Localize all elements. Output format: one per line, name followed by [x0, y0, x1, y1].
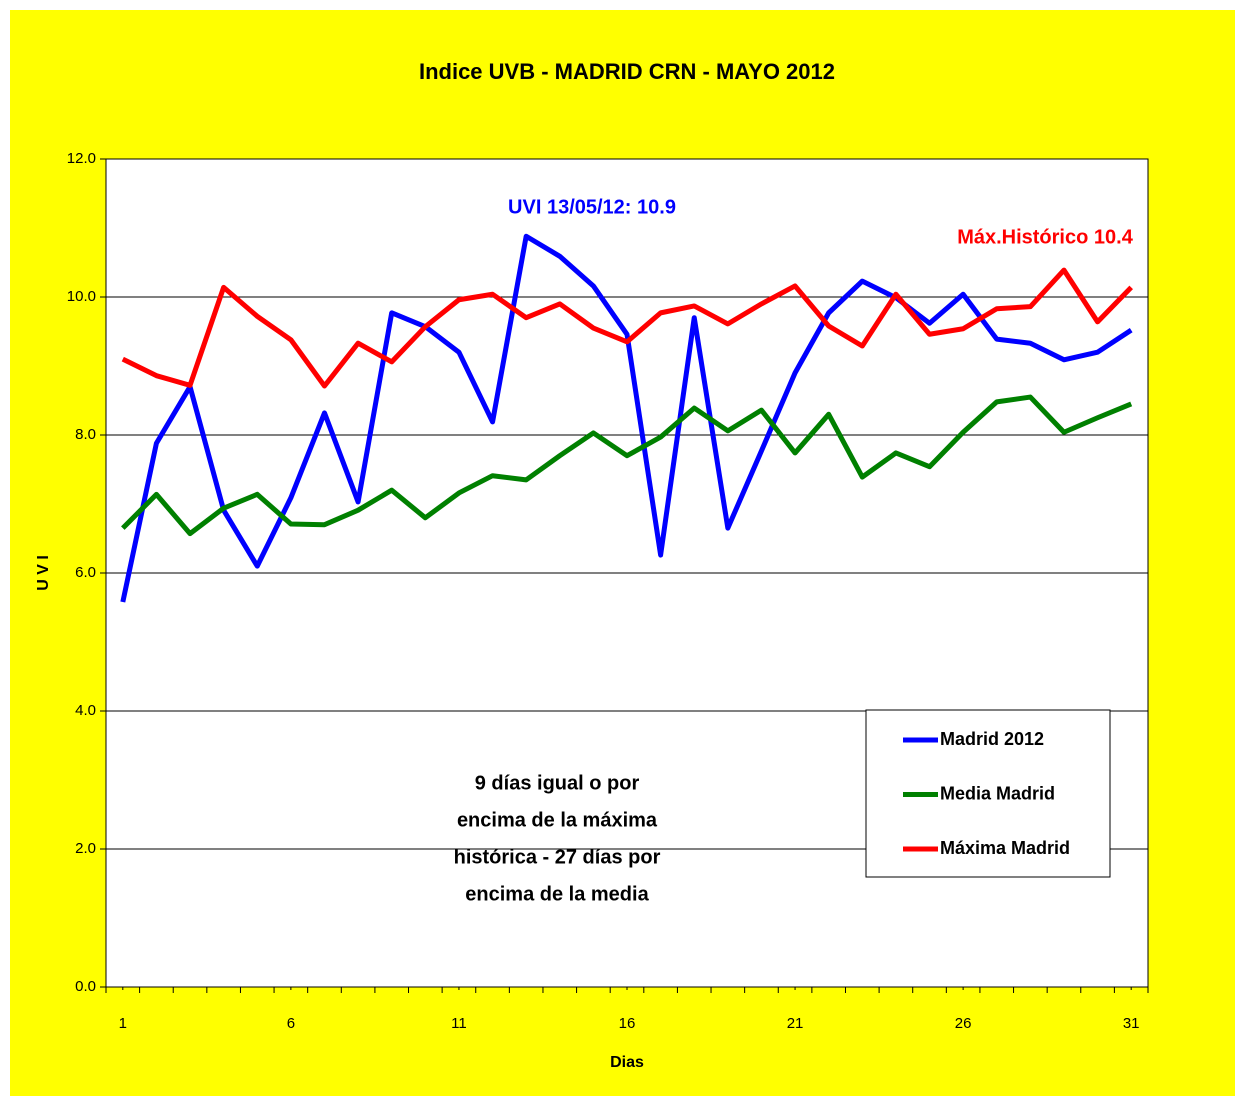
y-tick-label: 4.0 — [75, 702, 96, 719]
y-tick-label: 0.0 — [75, 978, 96, 995]
y-tick-label: 6.0 — [75, 564, 96, 581]
data-line — [120, 233, 1133, 603]
legend-label: Media Madrid — [940, 783, 1055, 803]
y-tick-label: 8.0 — [75, 426, 96, 443]
x-tick-label: 1 — [119, 1015, 127, 1032]
note-text: encima de la máxima — [457, 809, 658, 831]
annotation: Máx.Histórico 10.4 — [957, 226, 1134, 248]
legend-label: Máxima Madrid — [940, 838, 1070, 858]
note-text: histórica - 27 días por — [454, 846, 661, 868]
legend-label: Madrid 2012 — [940, 729, 1044, 749]
plot-border — [105, 158, 1149, 988]
y-tick-label: 2.0 — [75, 840, 96, 857]
x-tick-label: 31 — [1123, 1015, 1140, 1032]
x-tick-label: 11 — [451, 1015, 467, 1032]
x-axis-label: Dias — [610, 1054, 644, 1071]
note-text: 9 días igual o por — [475, 772, 640, 794]
y-tick-label: 10.0 — [67, 288, 96, 305]
note-text: encima de la media — [465, 883, 649, 905]
y-tick-label: 12.0 — [67, 150, 96, 167]
y-axis-label: U V I — [35, 555, 52, 591]
x-tick-label: 21 — [787, 1015, 804, 1032]
annotation: UVI 13/05/12: 10.9 — [508, 196, 676, 218]
data-line — [121, 267, 1133, 389]
data-line — [121, 394, 1133, 537]
x-tick-label: 6 — [287, 1015, 295, 1032]
x-tick-label: 26 — [955, 1015, 972, 1032]
chart-title: Indice UVB - MADRID CRN - MAYO 2012 — [419, 59, 835, 84]
x-tick-label: 16 — [619, 1015, 636, 1032]
